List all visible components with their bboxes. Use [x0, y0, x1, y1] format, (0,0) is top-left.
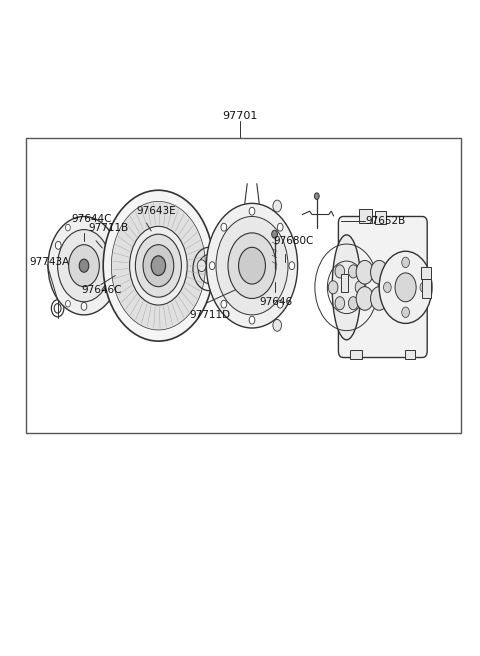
Circle shape [348, 265, 358, 278]
Circle shape [355, 281, 365, 294]
Text: 97646C: 97646C [82, 285, 122, 295]
Circle shape [335, 297, 345, 310]
Circle shape [130, 226, 187, 305]
Circle shape [221, 300, 227, 308]
Circle shape [103, 190, 214, 341]
Bar [341, 274, 348, 292]
Circle shape [69, 245, 99, 287]
Circle shape [151, 256, 166, 276]
Text: 97711B: 97711B [89, 223, 129, 233]
Circle shape [395, 273, 416, 302]
Circle shape [379, 251, 432, 323]
Bar [421, 267, 431, 279]
Circle shape [135, 234, 181, 297]
Bar [405, 350, 415, 359]
Circle shape [402, 257, 409, 268]
Circle shape [228, 233, 276, 298]
Circle shape [356, 287, 373, 310]
Text: 97652B: 97652B [366, 216, 406, 226]
Circle shape [81, 302, 87, 310]
Circle shape [402, 307, 409, 318]
Circle shape [420, 282, 428, 293]
Text: 97711D: 97711D [190, 310, 231, 319]
Circle shape [348, 297, 358, 310]
Circle shape [277, 300, 283, 308]
Circle shape [335, 265, 345, 278]
Circle shape [314, 193, 319, 199]
Bar [26, 138, 461, 433]
Circle shape [356, 260, 373, 284]
Bar [375, 211, 386, 224]
Circle shape [273, 200, 281, 212]
Bar [422, 279, 431, 298]
Circle shape [371, 260, 388, 284]
Circle shape [79, 259, 89, 272]
FancyBboxPatch shape [338, 216, 427, 358]
Text: 97643E: 97643E [137, 207, 177, 216]
Text: 97680C: 97680C [274, 236, 314, 246]
Circle shape [289, 262, 295, 270]
Circle shape [371, 287, 388, 310]
Circle shape [114, 262, 119, 269]
Circle shape [209, 262, 215, 270]
Circle shape [206, 203, 298, 328]
Circle shape [384, 282, 391, 293]
Circle shape [111, 201, 205, 330]
Circle shape [58, 230, 110, 302]
Text: 97646: 97646 [259, 297, 292, 306]
Circle shape [107, 241, 113, 249]
Circle shape [55, 241, 61, 249]
Ellipse shape [332, 235, 361, 340]
Circle shape [249, 316, 255, 324]
Bar [350, 350, 362, 359]
Circle shape [328, 281, 338, 294]
Circle shape [221, 223, 227, 231]
Circle shape [272, 230, 277, 238]
Bar [359, 209, 372, 223]
Circle shape [239, 247, 265, 284]
Circle shape [273, 319, 281, 331]
Circle shape [65, 224, 71, 231]
Circle shape [143, 245, 174, 287]
Circle shape [48, 216, 120, 315]
Circle shape [249, 207, 255, 215]
Circle shape [216, 216, 288, 315]
Circle shape [277, 223, 283, 231]
Circle shape [197, 260, 206, 272]
Text: 97743A: 97743A [30, 257, 70, 268]
Text: 97644C: 97644C [71, 215, 111, 224]
Circle shape [65, 300, 70, 307]
Text: 97701: 97701 [222, 112, 258, 121]
